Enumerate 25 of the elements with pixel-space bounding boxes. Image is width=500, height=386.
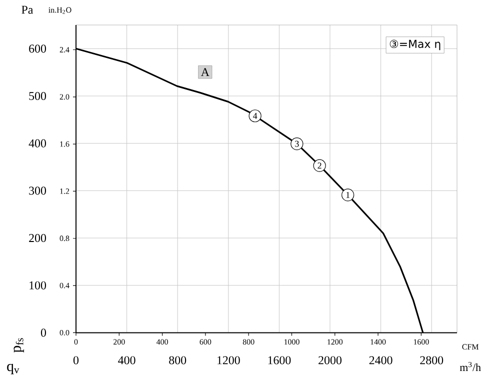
text: q$_{v}$ (7, 364, 20, 374)
annotation: ③=Max η (390, 40, 440, 50)
x2-tick-label: 2000 (318, 356, 342, 364)
y-axis-title: Pa (22, 6, 34, 14)
annotation: 1 (346, 192, 350, 198)
y-tick-label: 100 (30, 281, 46, 290)
x2-tick-label: 1200 (217, 356, 240, 364)
text: p$_{fs}$ (14, 338, 24, 353)
y-tick-label: 200 (29, 234, 46, 242)
annotation: 4 (252, 112, 258, 119)
x2-tick-label: 2400 (369, 356, 392, 364)
y-tick-label: 400 (28, 139, 46, 148)
annotation: 3 (295, 140, 299, 147)
x2-tick-label: 800 (169, 356, 186, 364)
x2-tick-label: 2800 (420, 356, 444, 364)
x2-tick-label: 0 (73, 356, 79, 364)
x2-axis-title: m$^{3}$/h (460, 362, 481, 372)
y-tick-label: 0 (40, 328, 46, 337)
y-tick-label: 300 (29, 186, 46, 195)
y-tick-label: 600 (29, 44, 46, 53)
x2-tick-label: 400 (118, 356, 136, 364)
y-tick-label: 500 (29, 92, 46, 100)
annotation: A (200, 68, 210, 76)
x2-tick-label: 1600 (268, 356, 291, 364)
annotation: 2 (318, 162, 322, 169)
